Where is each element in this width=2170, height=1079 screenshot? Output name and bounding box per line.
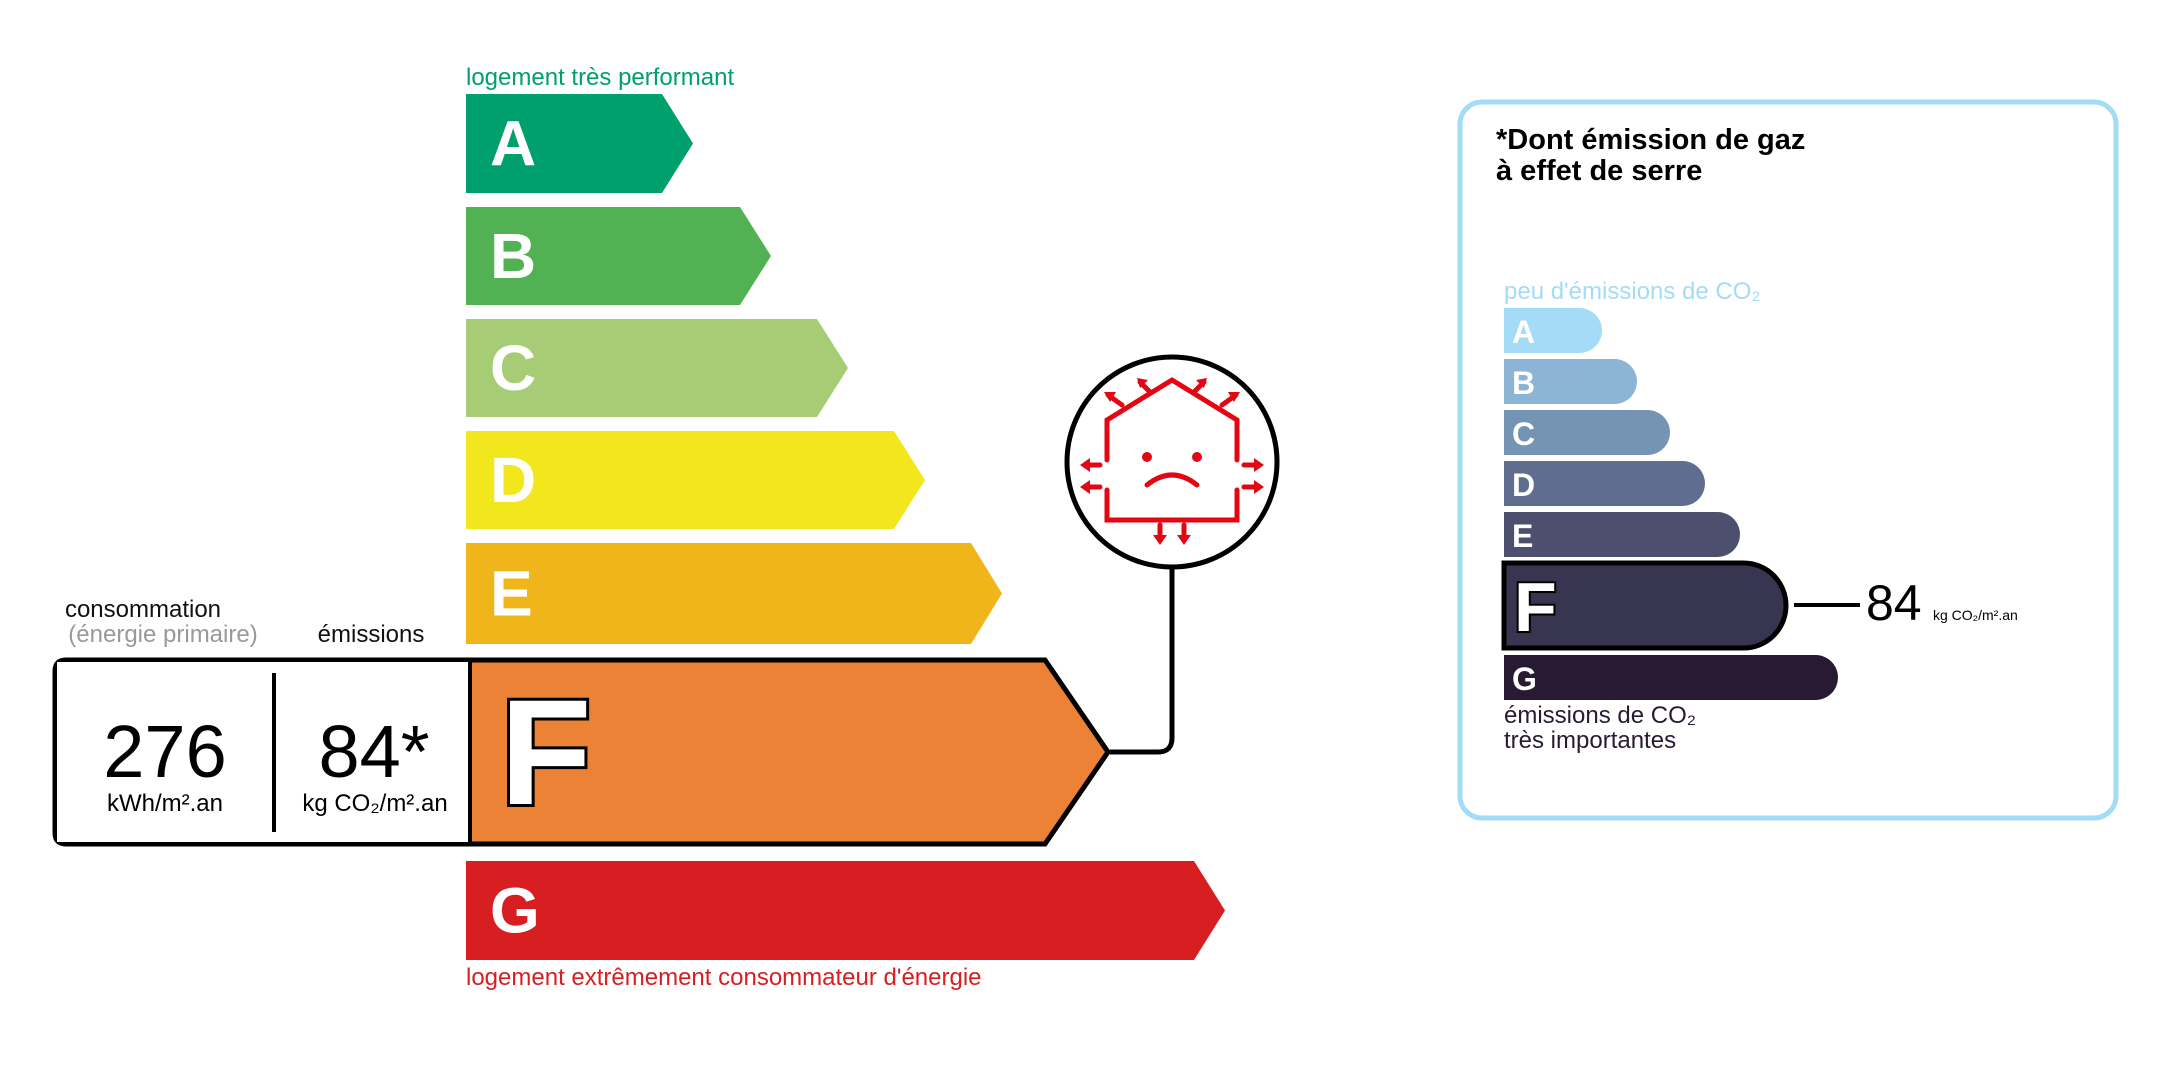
sad-house-heat-loss-icon (1064, 354, 1280, 570)
ges-class-letter: A (1512, 314, 1535, 350)
ges-class-letter: E (1512, 518, 1533, 554)
ges-bar-g (1504, 655, 1838, 700)
energy-class-letter: D (490, 444, 536, 516)
ges-title-line2: à effet de serre (1496, 155, 1702, 187)
emissions-label: émissions (318, 621, 425, 648)
consumption-label: consommation (65, 596, 221, 623)
energy-class-letter: G (490, 875, 540, 947)
emissions-unit: kg CO₂/m².an (302, 790, 447, 817)
ges-bar-c (1504, 410, 1670, 455)
emissions-value: 84* (318, 710, 429, 793)
energy-class-letter: E (490, 558, 533, 630)
ges-class-letter: D (1512, 467, 1535, 503)
consumption-unit: kWh/m².an (107, 790, 223, 817)
energy-bar-c (466, 319, 848, 417)
energy-bar-f (472, 660, 1108, 844)
icon-connector (1110, 567, 1175, 755)
ges-unit: kg CO₂/m².an (1933, 607, 2018, 623)
energy-bottom-label: logement extrêmement consommateur d'éner… (466, 964, 982, 991)
ges-value: 84 (1866, 575, 1922, 631)
value-box (57, 662, 469, 842)
ges-class-letter: F (1514, 568, 1557, 646)
energy-bar-e (466, 543, 1002, 644)
consumption-value: 276 (103, 710, 226, 793)
ges-class-letter: B (1512, 365, 1535, 401)
ges-bar-f (1501, 560, 1789, 651)
energy-bar-g (466, 861, 1225, 960)
energy-class-letter: C (490, 332, 536, 404)
energy-bar-d (466, 431, 925, 529)
ges-bottom-label-line2: très importantes (1504, 727, 1676, 754)
ges-top-label: peu d'émissions de CO₂ (1504, 278, 1761, 305)
ges-bar-e (1504, 512, 1740, 557)
energy-top-label: logement très performant (466, 64, 734, 91)
ges-bar-d (1504, 461, 1705, 506)
energy-class-letter: F (500, 668, 592, 836)
ges-bar-b (1504, 359, 1637, 404)
energy-class-letter: B (490, 220, 536, 292)
energy-class-letter: A (490, 108, 536, 180)
energy-bar-a (466, 94, 693, 193)
ges-bar-a (1504, 308, 1603, 353)
ges-class-letter: C (1512, 416, 1535, 452)
ges-title-line1: *Dont émission de gaz (1496, 124, 1805, 156)
energy-bar-b (466, 207, 771, 305)
consumption-sublabel: (énergie primaire) (68, 621, 257, 648)
ges-bottom-label-line1: émissions de CO₂ (1504, 702, 1696, 729)
value-box-outline (52, 657, 1112, 847)
ges-class-letter: G (1512, 661, 1537, 697)
